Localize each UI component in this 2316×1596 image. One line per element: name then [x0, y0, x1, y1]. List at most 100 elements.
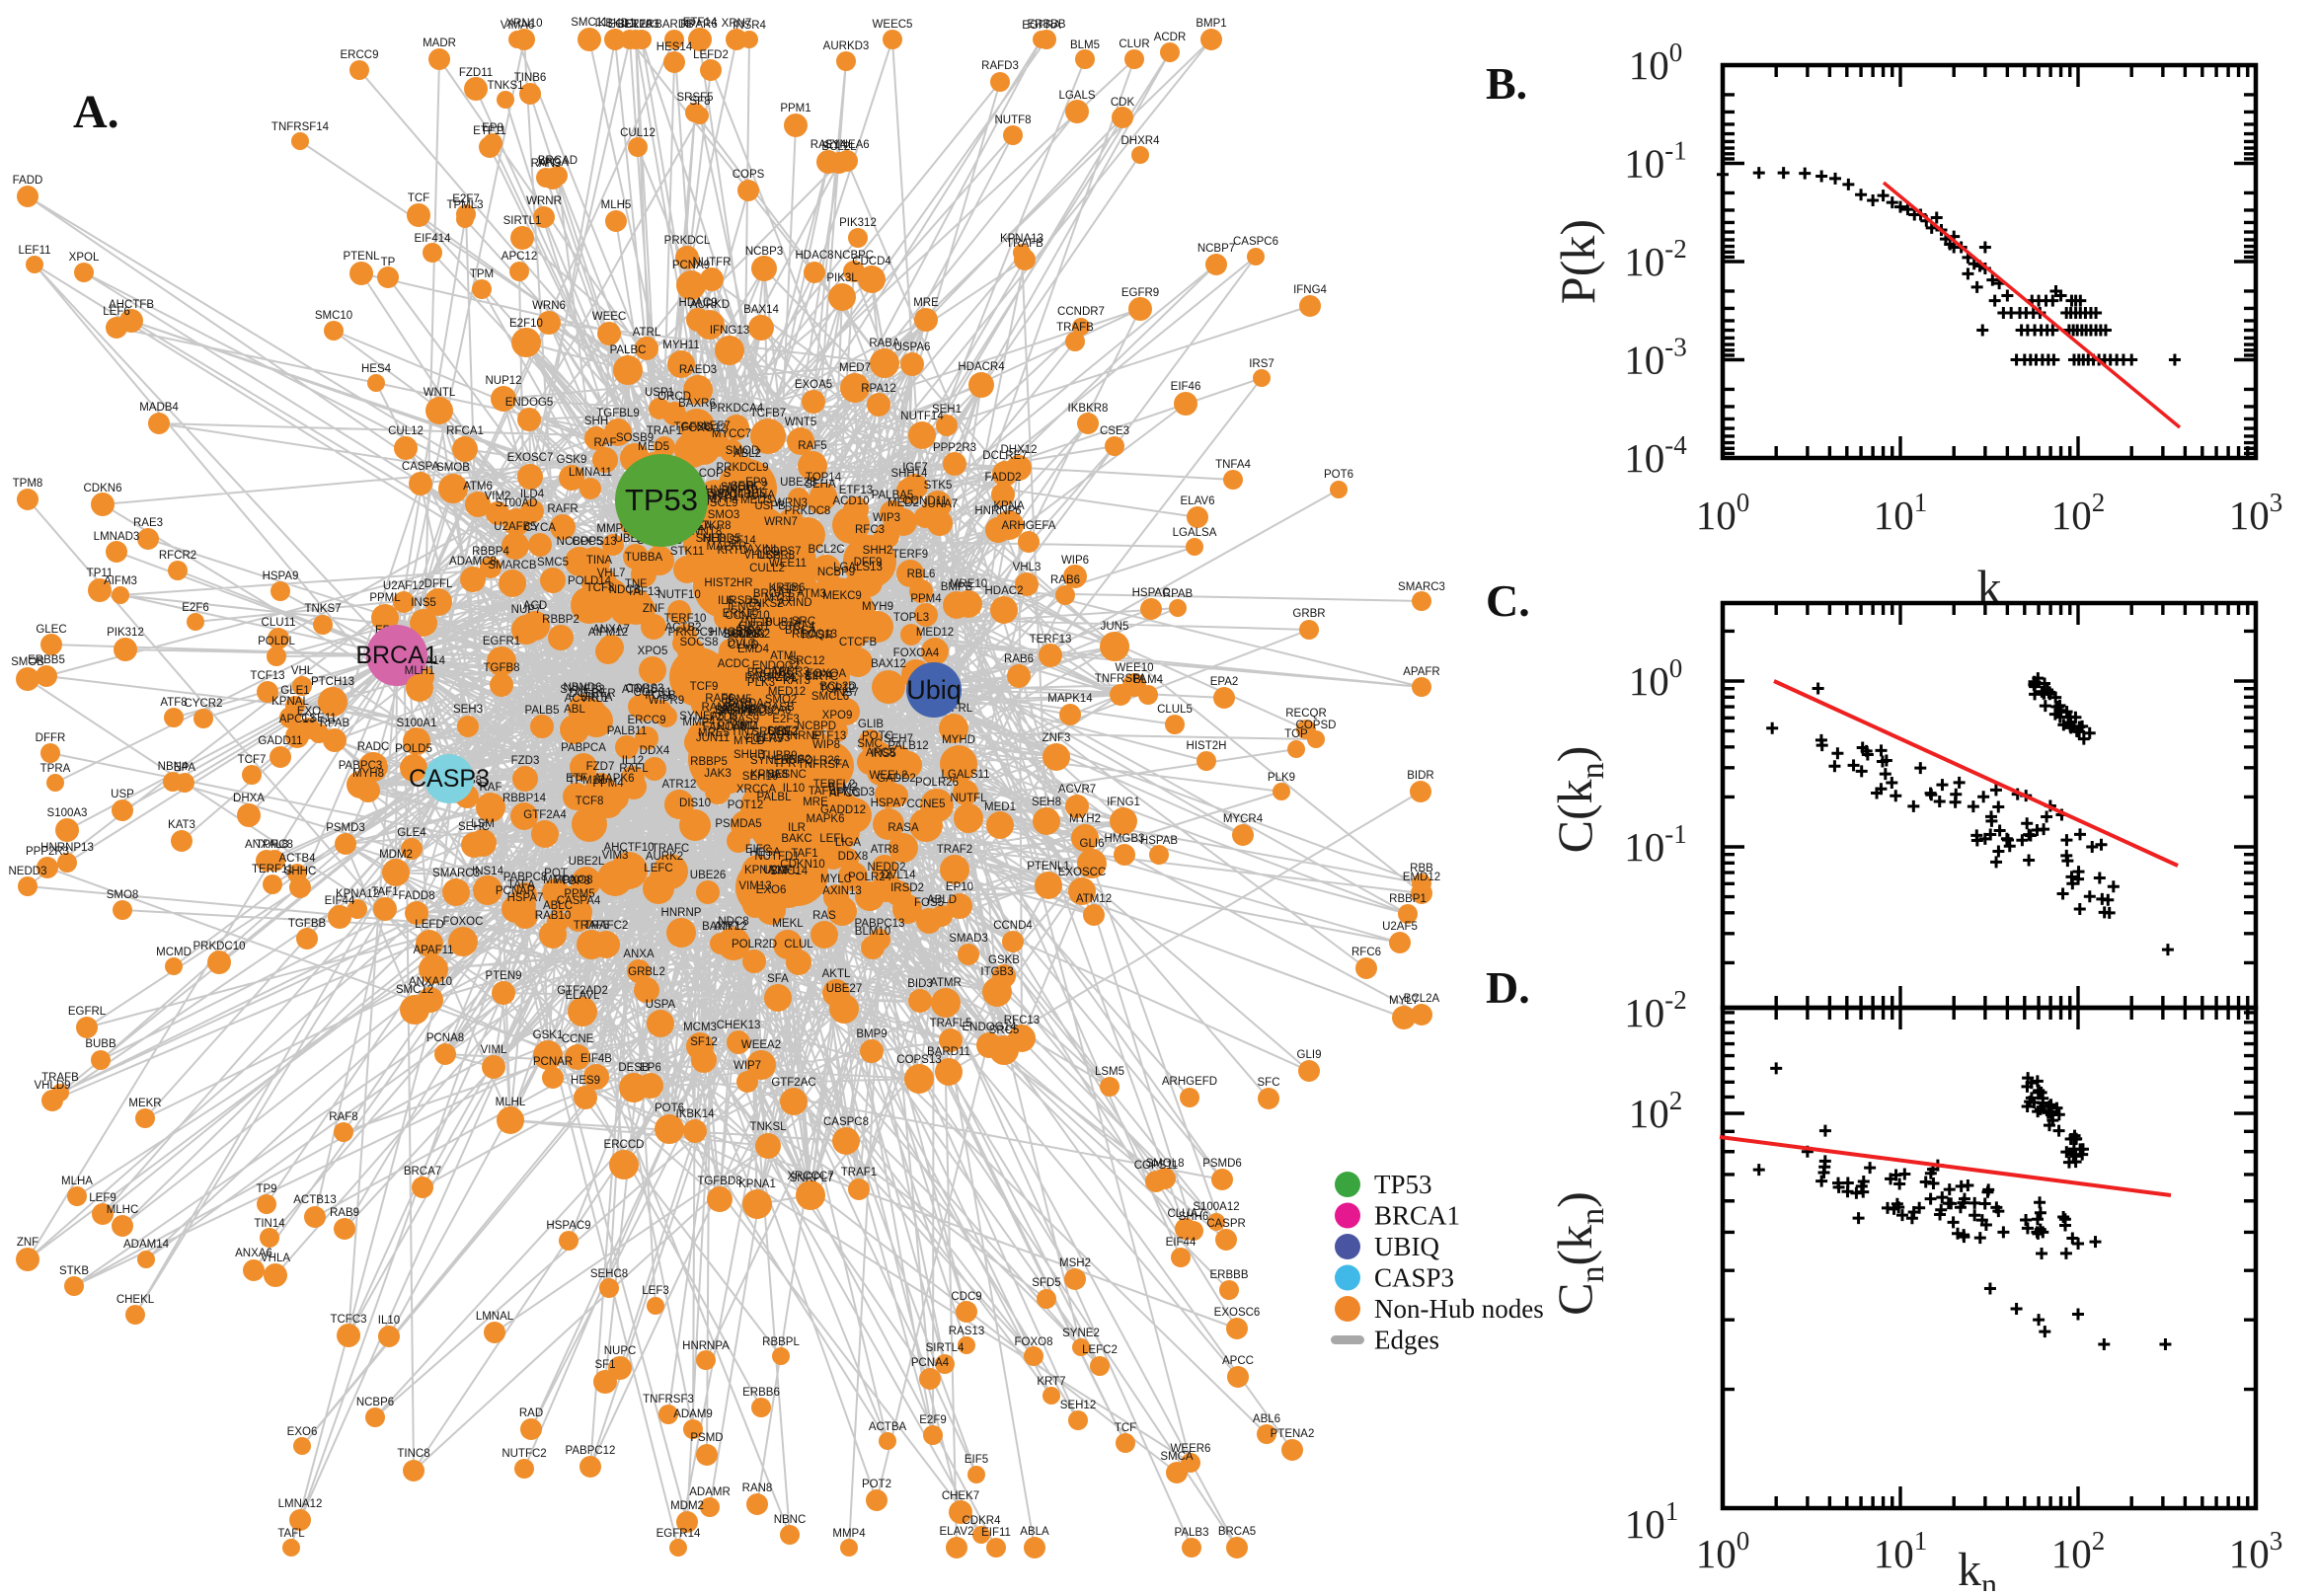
- svg-text:NUTF14: NUTF14: [900, 411, 944, 422]
- svg-text:TCF7: TCF7: [238, 754, 267, 766]
- svg-text:CLUL: CLUL: [784, 939, 813, 950]
- svg-text:BID3: BID3: [907, 978, 933, 990]
- svg-text:TPM8: TPM8: [13, 478, 43, 490]
- svg-text:FZDC: FZDC: [769, 672, 800, 684]
- svg-text:PPM5: PPM5: [721, 694, 751, 706]
- svg-text:EXOSCC: EXOSCC: [1058, 867, 1107, 878]
- svg-text:COPS11: COPS11: [1134, 1160, 1179, 1172]
- svg-text:EIF46: EIF46: [1171, 381, 1201, 393]
- svg-text:PPP2R3: PPP2R3: [933, 442, 976, 454]
- svg-text:RAFL: RAFL: [619, 763, 649, 775]
- svg-text:ANXA10: ANXA10: [409, 976, 452, 988]
- svg-text:NUP12: NUP12: [485, 375, 521, 387]
- svg-text:MYH2: MYH2: [1069, 813, 1101, 825]
- svg-text:FZD3: FZD3: [511, 755, 540, 767]
- svg-text:ZNF: ZNF: [643, 603, 664, 615]
- svg-text:APAF11: APAF11: [413, 945, 453, 956]
- svg-text:PABPCA: PABPCA: [561, 742, 606, 754]
- svg-text:BCL2D: BCL2D: [819, 681, 856, 693]
- svg-text:ORCD: ORCD: [657, 391, 691, 403]
- svg-text:MLH5: MLH5: [601, 199, 632, 211]
- svg-text:ATMA: ATMA: [721, 704, 751, 716]
- svg-text:TUBB9: TUBB9: [760, 750, 797, 762]
- svg-text:DIS10: DIS10: [679, 798, 711, 809]
- svg-text:ACTB13: ACTB13: [293, 1194, 336, 1206]
- svg-text:TNF: TNF: [625, 578, 647, 590]
- svg-text:AHCTF10: AHCTF10: [603, 842, 654, 854]
- svg-text:MLH1: MLH1: [405, 665, 435, 677]
- svg-text:AIFM12: AIFM12: [588, 627, 628, 639]
- svg-text:PCNA4: PCNA4: [911, 1357, 950, 1369]
- svg-text:UBE2: UBE2: [768, 726, 798, 738]
- svg-text:TNKS7: TNKS7: [304, 603, 341, 615]
- svg-text:WEEC5: WEEC5: [873, 19, 913, 31]
- svg-text:NCBP7: NCBP7: [1197, 243, 1235, 255]
- svg-text:BUB14: BUB14: [765, 617, 802, 629]
- svg-text:TINA: TINA: [586, 555, 613, 567]
- svg-text:BAXR6: BAXR6: [678, 398, 716, 410]
- svg-text:ETF13: ETF13: [812, 730, 847, 742]
- svg-text:RASA: RASA: [888, 822, 919, 834]
- svg-text:RAB6: RAB6: [1004, 653, 1034, 665]
- svg-text:TGFB8: TGFB8: [483, 662, 519, 674]
- svg-text:BAXR7: BAXR7: [702, 921, 739, 933]
- svg-text:PALBL: PALBL: [757, 792, 793, 803]
- svg-text:PTEN11: PTEN11: [718, 721, 760, 732]
- svg-text:NUTFD1: NUTFD1: [754, 851, 799, 863]
- svg-text:GLE4: GLE4: [397, 827, 426, 839]
- svg-text:UBIQ: UBIQ: [1374, 1232, 1439, 1261]
- svg-text:VIM3: VIM3: [602, 850, 629, 862]
- svg-text:LEFC: LEFC: [644, 863, 672, 874]
- svg-text:ANXA: ANXA: [623, 949, 655, 960]
- svg-text:NBN4: NBN4: [158, 761, 189, 773]
- svg-text:SMC: SMC: [857, 738, 883, 750]
- svg-text:MYHD: MYHD: [942, 734, 975, 746]
- svg-text:RBBP2: RBBP2: [542, 614, 579, 626]
- svg-text:WEE11: WEE11: [769, 558, 807, 570]
- svg-text:INS5: INS5: [411, 597, 436, 609]
- svg-text:DCLRE5: DCLRE5: [721, 489, 765, 500]
- svg-text:SEH7: SEH7: [884, 733, 913, 745]
- svg-text:MMPL: MMPL: [596, 523, 630, 535]
- svg-text:ERCCD: ERCCD: [604, 1139, 645, 1151]
- svg-text:IL12: IL12: [622, 755, 644, 767]
- svg-text:RFC3: RFC3: [855, 524, 885, 536]
- svg-text:SNRPL7: SNRPL7: [790, 1173, 834, 1184]
- svg-text:ERCC9: ERCC9: [341, 49, 379, 61]
- svg-text:POT2: POT2: [862, 1479, 891, 1490]
- svg-text:PPP2R3: PPP2R3: [26, 846, 69, 858]
- svg-text:ELAVL: ELAVL: [566, 990, 601, 1002]
- svg-text:ADAMC8: ADAMC8: [449, 556, 497, 568]
- svg-text:CDCD4: CDCD4: [852, 256, 891, 267]
- svg-text:POT: POT: [544, 868, 568, 879]
- svg-text:RAS9: RAS9: [730, 714, 759, 725]
- svg-text:BLM10: BLM10: [855, 926, 890, 938]
- svg-text:POLD14: POLD14: [568, 575, 612, 587]
- svg-text:XPO9: XPO9: [822, 710, 853, 722]
- svg-text:IL10: IL10: [378, 1315, 400, 1327]
- svg-text:BCL2R: BCL2R: [617, 19, 654, 31]
- svg-text:SIRTL1: SIRTL1: [503, 215, 542, 227]
- svg-text:MYLB: MYLB: [764, 592, 796, 604]
- svg-text:KPNA12: KPNA12: [336, 888, 379, 900]
- svg-text:TPM13: TPM13: [568, 775, 604, 787]
- svg-text:FADD: FADD: [13, 175, 43, 187]
- svg-text:VIM13: VIM13: [738, 880, 771, 892]
- svg-text:KPNA12: KPNA12: [744, 865, 788, 876]
- svg-text:BARD11: BARD11: [927, 1046, 970, 1058]
- svg-text:SEH1: SEH1: [932, 404, 962, 416]
- svg-text:Non-Hub nodes: Non-Hub nodes: [1374, 1294, 1544, 1324]
- svg-text:E2F7: E2F7: [452, 193, 480, 205]
- svg-text:BMPB: BMPB: [941, 581, 973, 593]
- svg-text:DDX4: DDX4: [640, 745, 670, 757]
- svg-text:TIN14: TIN14: [254, 1218, 285, 1230]
- svg-text:IGF7: IGF7: [902, 462, 928, 474]
- svg-text:E2F6: E2F6: [182, 602, 209, 614]
- svg-text:POLDL: POLDL: [258, 636, 295, 647]
- svg-text:PABPC12: PABPC12: [566, 1445, 616, 1457]
- svg-text:NCBPD: NCBPD: [797, 721, 836, 732]
- svg-text:CCNE10: CCNE10: [725, 610, 769, 622]
- svg-text:XPOL: XPOL: [69, 252, 100, 264]
- svg-text:TPML3: TPML3: [446, 199, 483, 211]
- svg-text:BIDR: BIDR: [1407, 770, 1433, 782]
